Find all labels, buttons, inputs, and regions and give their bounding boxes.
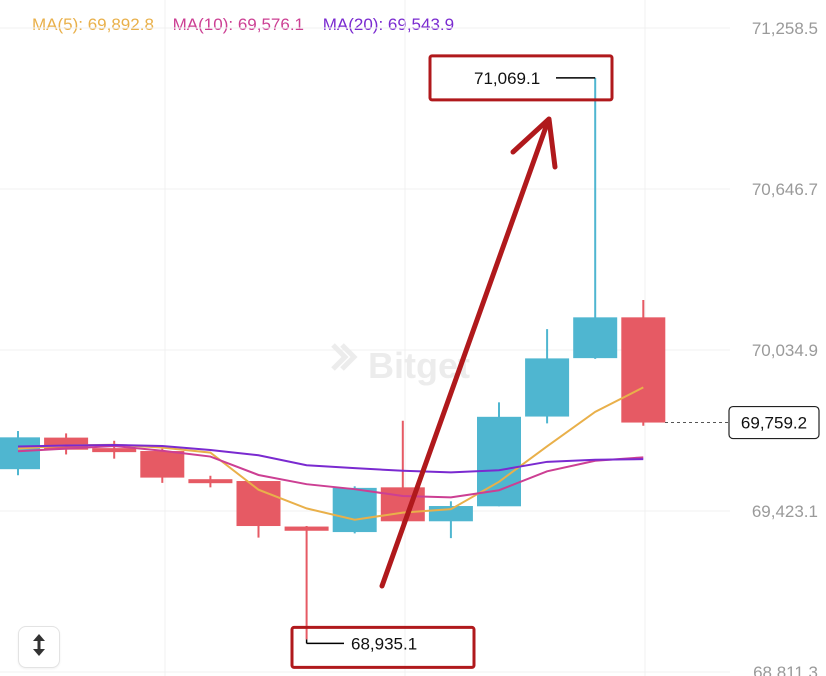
vertical-resize-button[interactable] <box>18 626 60 668</box>
low-price-label: 68,935.1 <box>351 634 417 653</box>
ma-line-ma20 <box>17 443 644 474</box>
candle-body <box>621 317 666 423</box>
legend-ma5: MA(5): 69,892.8 <box>32 15 154 34</box>
candle-body <box>188 479 233 484</box>
candle <box>621 299 666 426</box>
bitget-watermark: Bitget <box>331 343 470 386</box>
y-tick-label: 70,646.7 <box>752 180 818 199</box>
candle <box>332 486 377 534</box>
candle-body <box>284 526 329 531</box>
y-tick-label: 71,258.5 <box>752 19 818 38</box>
candle <box>0 431 40 476</box>
candle-body <box>332 487 377 533</box>
ma-line-ma10 <box>17 445 644 499</box>
legend-ma10: MA(10): 69,576.1 <box>172 15 304 34</box>
candle-body <box>92 448 137 453</box>
candle-body <box>525 358 570 417</box>
high-price-label: 71,069.1 <box>474 69 540 88</box>
candle <box>428 501 473 539</box>
y-tick-label: 68,811.3 <box>753 663 818 676</box>
candle-body <box>0 437 40 470</box>
candle-body <box>573 317 618 359</box>
candle-body <box>140 451 185 478</box>
ma-legend: MA(5): 69,892.8 MA(10): 69,576.1 MA(20):… <box>32 15 468 35</box>
high-annotation-box <box>428 54 614 102</box>
current-price-box <box>728 405 820 440</box>
trend-arrow-head <box>510 116 558 170</box>
candle <box>477 402 521 507</box>
candle-body <box>477 416 521 507</box>
candle-body <box>380 487 425 522</box>
candle <box>92 440 137 459</box>
candle <box>140 448 185 483</box>
candle <box>573 77 618 359</box>
y-tick-label: 70,034.9 <box>752 341 818 360</box>
candle <box>284 526 329 640</box>
current-price-label: 69,759.2 <box>741 414 807 433</box>
candle <box>44 433 89 455</box>
trend-arrow-shaft <box>379 121 550 589</box>
y-tick-label: 69,423.1 <box>752 502 818 521</box>
candle <box>525 329 570 424</box>
low-annotation-box <box>290 625 476 669</box>
legend-ma20: MA(20): 69,543.9 <box>322 15 455 34</box>
candle-body <box>236 481 281 527</box>
candle <box>188 475 233 488</box>
watermark-text: Bitget <box>368 345 470 386</box>
vertical-resize-icon <box>31 632 47 663</box>
